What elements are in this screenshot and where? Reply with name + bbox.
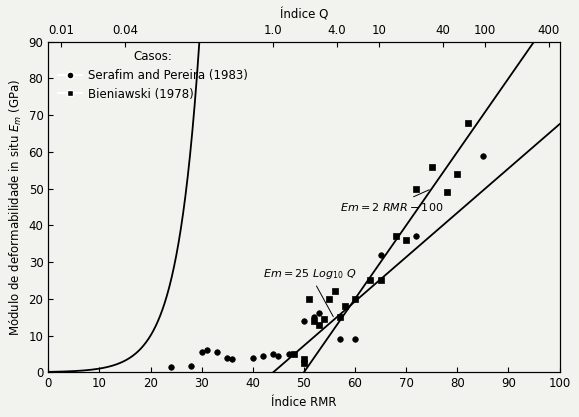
Text: $Em = 10^{(RMR\ -\ 10)/10}$: $Em = 10^{(RMR\ -\ 10)/10}$ [0, 416, 1, 417]
Point [427, 163, 437, 170]
X-axis label: Índice Q: Índice Q [280, 8, 328, 21]
Point [376, 277, 385, 284]
Point [463, 119, 472, 126]
Point [248, 354, 258, 361]
Point [289, 351, 298, 357]
Point [299, 360, 309, 367]
Point [187, 362, 196, 369]
Point [478, 152, 488, 159]
Point [453, 171, 462, 177]
Point [366, 277, 375, 284]
Y-axis label: Módulo de deformabilidade in situ $E_m$ (GPa): Módulo de deformabilidade in situ $E_m$ … [8, 78, 24, 336]
Point [274, 352, 283, 359]
Point [258, 352, 267, 359]
Point [197, 349, 206, 355]
Point [412, 233, 421, 240]
Point [412, 185, 421, 192]
Point [269, 351, 278, 357]
X-axis label: Índice RMR: Índice RMR [271, 396, 337, 409]
Legend: Serafim and Pereira (1983), Bieniawski (1978): Serafim and Pereira (1983), Bieniawski (… [53, 45, 252, 106]
Point [330, 288, 339, 295]
Point [402, 237, 411, 244]
Point [314, 321, 324, 328]
Point [305, 296, 314, 302]
Point [310, 317, 319, 324]
Text: $Em = 2\ RMR - 100$: $Em = 2\ RMR - 100$ [340, 190, 443, 213]
Point [325, 296, 334, 302]
Point [284, 351, 293, 357]
Point [223, 354, 232, 361]
Point [228, 356, 237, 363]
Point [314, 310, 324, 317]
Point [299, 317, 309, 324]
Point [376, 251, 385, 258]
Point [202, 347, 211, 354]
Text: $Em = 25\ Log_{10}\ Q$: $Em = 25\ Log_{10}\ Q$ [263, 267, 357, 317]
Point [299, 356, 309, 363]
Point [335, 314, 345, 321]
Point [335, 336, 345, 342]
Point [310, 314, 319, 321]
Point [350, 336, 360, 342]
Point [350, 296, 360, 302]
Point [391, 233, 401, 240]
Point [212, 349, 222, 355]
Point [442, 189, 452, 196]
Point [166, 363, 175, 370]
Point [320, 316, 329, 322]
Point [340, 303, 350, 309]
